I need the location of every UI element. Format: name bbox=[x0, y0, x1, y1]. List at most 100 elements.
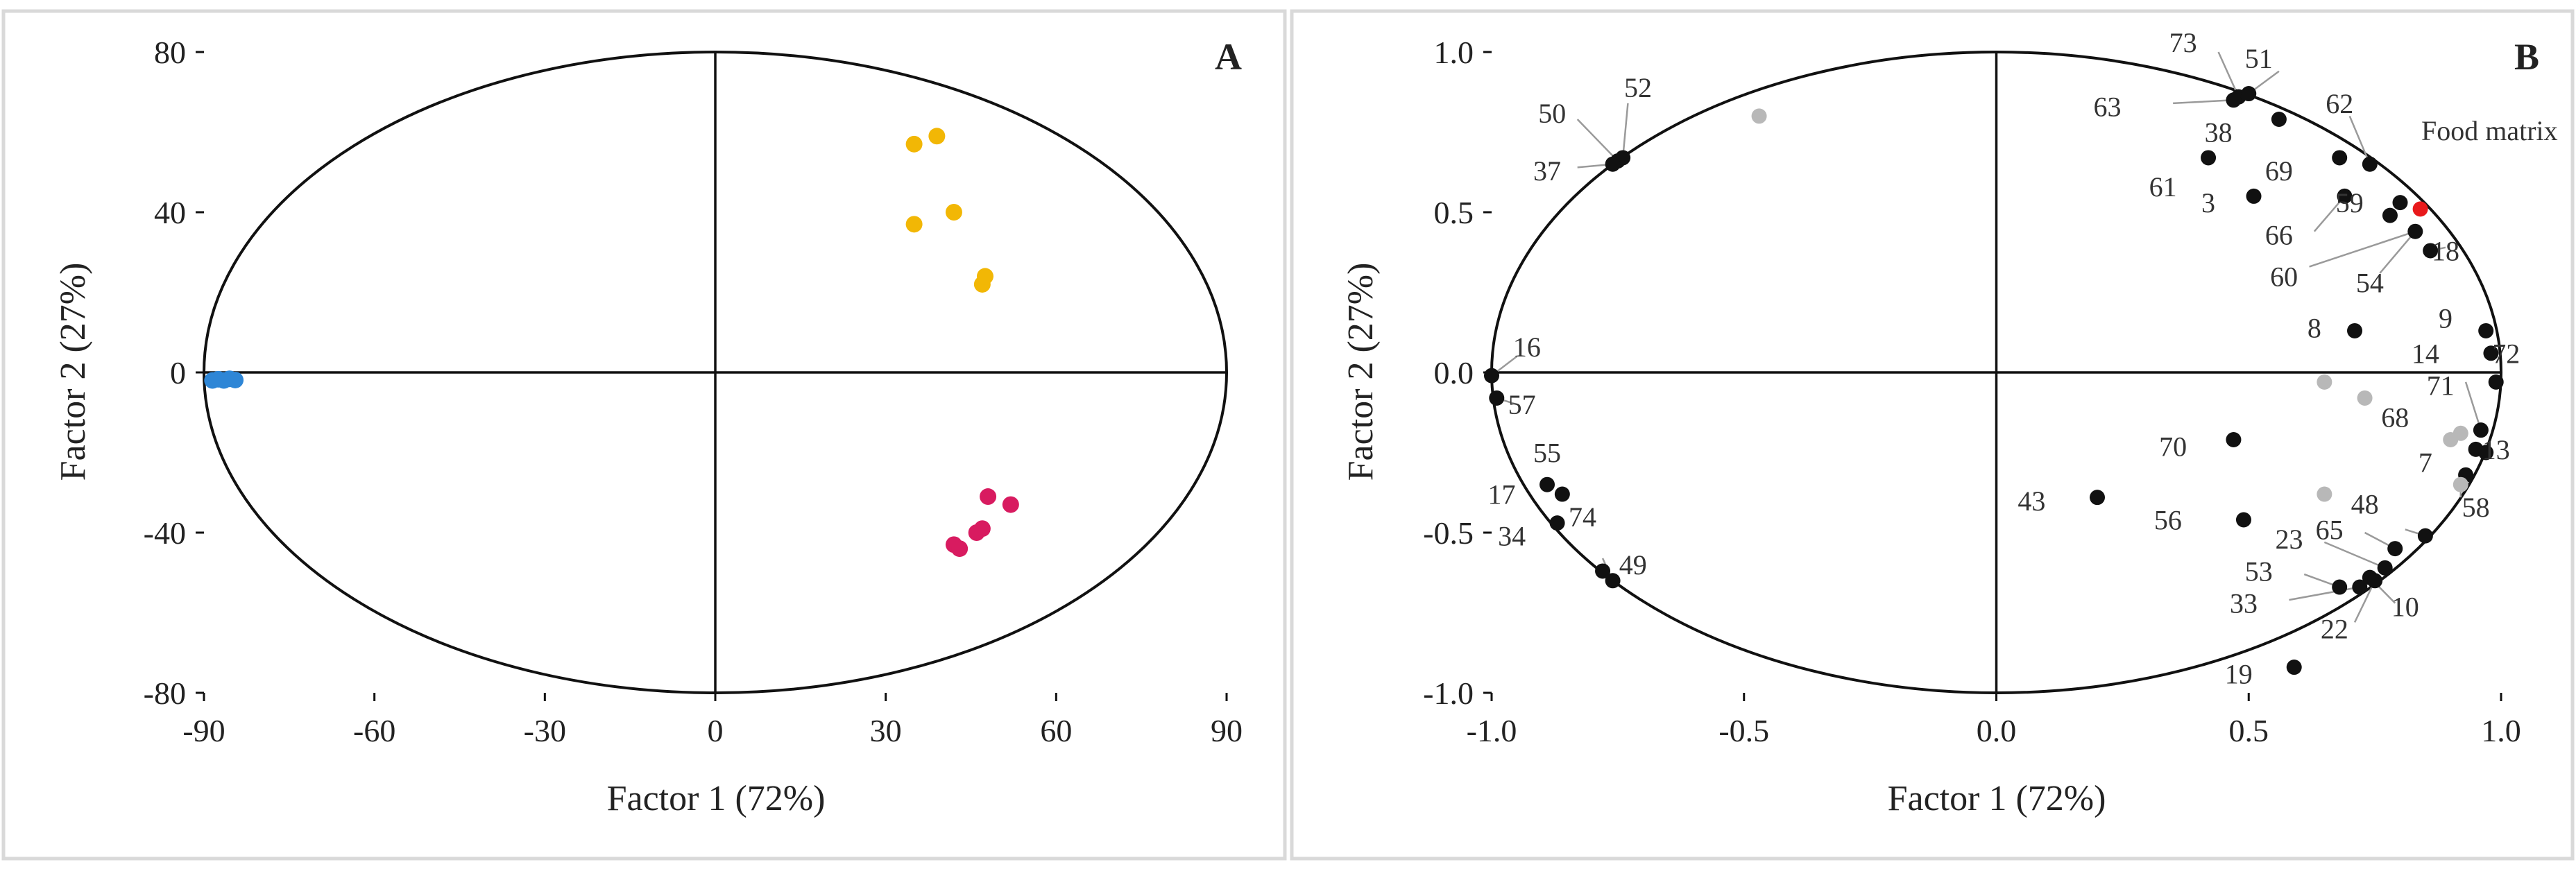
point-label: 33 bbox=[2230, 588, 2258, 619]
loading-point-black bbox=[2473, 422, 2489, 438]
loading-point-red bbox=[2412, 201, 2428, 217]
point-label: 16 bbox=[1513, 332, 1541, 363]
point-label: 51 bbox=[2245, 43, 2273, 74]
point-label: 62 bbox=[2326, 88, 2353, 119]
data-point-yellow bbox=[945, 204, 962, 221]
loading-point-black bbox=[2367, 573, 2383, 589]
point-label: 22 bbox=[2321, 614, 2348, 645]
loading-point-black bbox=[1484, 368, 1499, 384]
loading-point-black bbox=[2226, 432, 2242, 448]
loading-point-black bbox=[2387, 541, 2403, 557]
x-tick-label: -90 bbox=[182, 713, 225, 748]
loading-point-black bbox=[2332, 579, 2348, 595]
x-tick-label: 0.5 bbox=[2229, 713, 2269, 748]
point-label: 49 bbox=[1619, 549, 1647, 580]
point-label: 71 bbox=[2427, 370, 2455, 401]
panel-a: A Factor 1 (72%) Factor 2 (27%) -90 -60 -3… bbox=[1, 9, 1287, 861]
point-label: 17 bbox=[1488, 479, 1516, 510]
x-tick-label: 0 bbox=[708, 713, 724, 748]
panel-a-frame bbox=[1, 9, 1287, 861]
leader-line bbox=[2313, 196, 2346, 232]
point-label: 59 bbox=[2336, 187, 2364, 218]
loading-point-grey bbox=[2453, 476, 2468, 492]
loading-point-grey bbox=[2357, 390, 2373, 406]
x-tick-label: -60 bbox=[353, 713, 395, 748]
point-label: 58 bbox=[2462, 492, 2490, 523]
panel-a-label: A bbox=[1215, 36, 1242, 78]
point-label: 9 bbox=[2439, 302, 2453, 334]
loading-point-black bbox=[1489, 390, 1505, 406]
y-tick-label: -1.0 bbox=[1423, 675, 1474, 711]
loading-point-black bbox=[2362, 156, 2378, 172]
loading-point-grey bbox=[2443, 432, 2459, 448]
point-label: 18 bbox=[2432, 235, 2459, 266]
data-point-magenta bbox=[973, 520, 991, 537]
x-tick-label: -1.0 bbox=[1467, 713, 1517, 748]
point-label: 57 bbox=[1508, 389, 1536, 420]
loading-point-black bbox=[2382, 207, 2398, 223]
y-tick-label: -40 bbox=[144, 515, 186, 551]
point-label: 68 bbox=[2381, 402, 2409, 433]
loading-point-black bbox=[2488, 374, 2504, 390]
leader-line bbox=[1576, 119, 1619, 162]
loading-point-black bbox=[1549, 515, 1565, 531]
y-tick-label: 80 bbox=[154, 35, 186, 70]
point-label: 63 bbox=[2094, 92, 2122, 123]
point-label: 43 bbox=[2018, 485, 2045, 517]
x-tick-label: -30 bbox=[524, 713, 566, 748]
leader-line bbox=[1621, 103, 1629, 158]
loading-point-black bbox=[2423, 243, 2439, 259]
point-label: 61 bbox=[2149, 171, 2177, 203]
leader-line bbox=[2348, 115, 2371, 165]
data-point-yellow bbox=[928, 128, 946, 145]
data-point-magenta bbox=[980, 488, 997, 506]
point-label: 14 bbox=[2412, 338, 2439, 369]
loading-point-black bbox=[2090, 490, 2105, 506]
x-tick-label: 30 bbox=[870, 713, 902, 748]
point-label: 3 bbox=[2201, 187, 2215, 218]
point-label: 73 bbox=[2169, 27, 2197, 58]
point-label: 48 bbox=[2351, 488, 2379, 519]
loading-point-black bbox=[2377, 560, 2393, 576]
loading-point-black bbox=[2478, 322, 2494, 338]
loading-point-black bbox=[2235, 512, 2251, 528]
loading-point-grey bbox=[2317, 374, 2332, 390]
panel-a-y-axis-title: Factor 2 (27%) bbox=[53, 263, 93, 481]
point-label: 50 bbox=[1538, 98, 1566, 129]
point-label: 52 bbox=[1624, 72, 1652, 103]
loading-point-grey bbox=[1751, 108, 1767, 124]
leader-line bbox=[2379, 230, 2416, 274]
loading-point-black bbox=[2286, 660, 2302, 675]
y-tick-label: 0.0 bbox=[1434, 355, 1474, 390]
x-tick-label: 60 bbox=[1040, 713, 1072, 748]
point-label: 70 bbox=[2159, 431, 2187, 462]
panel-b-label: B bbox=[2514, 36, 2539, 78]
loading-point-black bbox=[2392, 195, 2408, 211]
point-label: 72 bbox=[2492, 338, 2520, 369]
data-point-yellow bbox=[905, 216, 923, 233]
point-label: 37 bbox=[1533, 155, 1561, 187]
loading-point-black bbox=[2483, 345, 2499, 361]
y-tick-label: -80 bbox=[144, 675, 186, 711]
loading-point-black bbox=[1605, 573, 1621, 589]
y-tick-label: 40 bbox=[154, 195, 186, 230]
point-label: 65 bbox=[2316, 514, 2344, 545]
point-label: 69 bbox=[2265, 155, 2293, 187]
panel-a-x-axis-title: Factor 1 (72%) bbox=[607, 779, 826, 818]
point-label: 10 bbox=[2391, 591, 2419, 622]
y-tick-label: -0.5 bbox=[1423, 515, 1474, 551]
data-point-magenta bbox=[951, 540, 969, 558]
point-label: 60 bbox=[2270, 261, 2298, 292]
point-label: 55 bbox=[1533, 438, 1561, 469]
loading-point-black bbox=[2201, 150, 2217, 166]
y-tick-label: 0 bbox=[170, 355, 186, 390]
data-point-yellow bbox=[976, 268, 993, 285]
loading-point-black bbox=[1539, 476, 1555, 492]
x-tick-label: 0.0 bbox=[1977, 713, 2017, 748]
loading-point-black bbox=[1595, 563, 1611, 579]
y-tick-label: 1.0 bbox=[1434, 35, 1474, 70]
y-tick-label: 0.5 bbox=[1434, 195, 1474, 230]
data-point-yellow bbox=[905, 135, 923, 153]
loading-point-black bbox=[2226, 92, 2242, 108]
